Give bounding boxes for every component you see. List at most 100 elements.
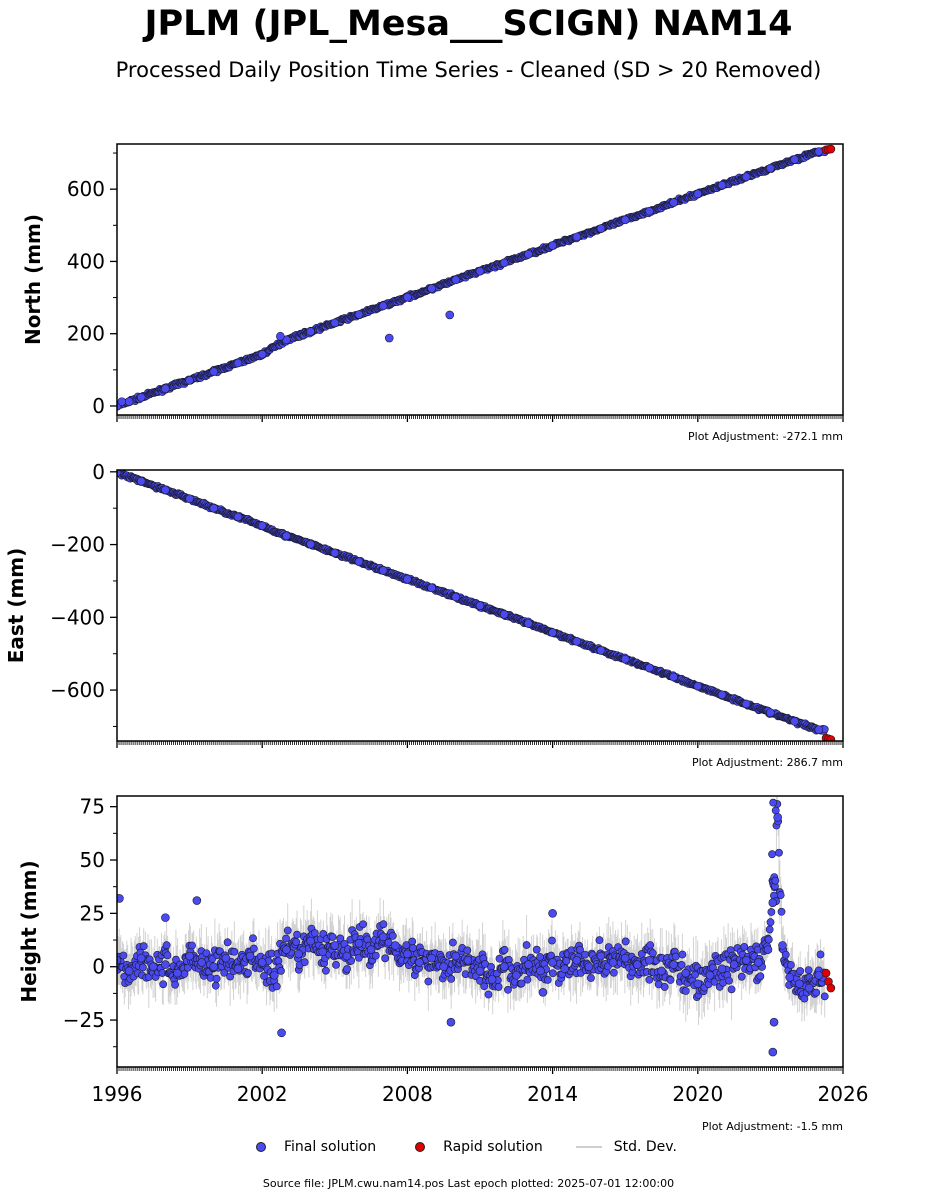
final-solution-point — [117, 894, 124, 903]
final-solution-point — [511, 970, 521, 980]
final-solution-point — [725, 976, 733, 985]
final-solution-point — [778, 941, 787, 950]
panel-height: −25 0 25 50 75 1996 2002 2008 2014 2020 2026 Height… — [17, 795, 868, 1133]
final-solution-point — [336, 934, 345, 943]
final-solution-point — [136, 953, 146, 963]
legend-final: Final solution — [250, 1139, 376, 1155]
final-solution-point — [211, 981, 220, 990]
final-solution-point — [197, 958, 206, 967]
final-solution-point — [765, 925, 774, 934]
x-tick-label: 2014 — [527, 1082, 578, 1106]
plot-adjustment-note: Plot Adjustment: -1.5 mm — [702, 1120, 843, 1133]
final-solution-point — [581, 950, 589, 959]
final-solution-point — [705, 970, 715, 980]
y-tick-label: 75 — [80, 795, 105, 819]
final-solution-point — [741, 172, 751, 182]
final-solution-point — [771, 876, 780, 885]
final-solution-point — [609, 968, 618, 977]
final-solution-point — [162, 941, 171, 950]
final-solution-point — [306, 539, 315, 549]
final-solution-point — [620, 654, 630, 664]
final-solution-point — [277, 1028, 286, 1038]
final-solution-point — [269, 970, 279, 980]
final-solution-point — [354, 938, 364, 948]
final-solution-point — [548, 958, 557, 967]
y-tick-label: 0 — [92, 460, 105, 484]
final-solution-point — [446, 1017, 456, 1027]
final-solution-point — [117, 470, 122, 477]
final-solution-point — [388, 931, 397, 940]
final-solution-point — [499, 962, 509, 972]
rapid-solution-marker — [415, 1142, 426, 1152]
final-solution-point — [403, 949, 412, 959]
legend-final-label: Final solution — [284, 1139, 377, 1155]
final-solution-point — [371, 951, 380, 960]
final-solution-point — [776, 891, 785, 899]
final-solution-point — [124, 397, 134, 406]
final-solution-point — [660, 983, 669, 991]
final-solution-point — [223, 938, 232, 947]
final-solution-point — [427, 583, 436, 593]
final-solution-point — [740, 942, 749, 951]
final-solution-point — [632, 960, 642, 969]
final-solution-point — [596, 224, 606, 233]
final-solution-point — [159, 980, 168, 989]
final-solution-point — [812, 988, 821, 997]
final-solution-point — [584, 962, 594, 972]
y-axis-label: North (mm) — [21, 214, 45, 345]
final-solution-point — [572, 232, 582, 242]
x-tick-label: 2008 — [382, 1082, 433, 1106]
final-solution-point — [209, 962, 219, 972]
final-solution-point — [523, 975, 532, 984]
final-solution-point — [451, 592, 461, 602]
final-solution-point — [330, 548, 340, 558]
final-solution-point — [657, 966, 666, 976]
final-solution-point — [415, 958, 424, 967]
legend-rapid: Rapid solution — [409, 1139, 543, 1155]
plot-area-east — [117, 470, 836, 741]
final-solution-point — [768, 1047, 778, 1057]
final-solution-point — [572, 956, 582, 965]
final-solution-point — [332, 961, 340, 969]
final-solution-point — [645, 956, 654, 965]
final-solution-point — [548, 969, 557, 978]
final-solution-point — [495, 954, 504, 963]
final-solution-point — [445, 310, 455, 320]
final-solution-point — [487, 975, 497, 984]
final-solution-point — [136, 476, 146, 486]
final-solution-point — [249, 934, 257, 943]
final-solution-point — [330, 941, 340, 950]
chart-title: JPLM (JPL_Mesa___SCIGN) NAM14 — [144, 4, 793, 44]
final-solution-point — [342, 951, 352, 961]
final-solution-point — [359, 920, 368, 929]
final-solution-point — [321, 966, 330, 975]
final-solution-point — [741, 956, 751, 965]
final-solution-point — [300, 958, 309, 967]
final-solution-point — [717, 180, 727, 190]
final-solution-point — [484, 990, 493, 999]
final-solution-point — [354, 557, 364, 566]
final-solution-point — [257, 349, 267, 359]
final-solution-point — [260, 972, 268, 980]
final-solution-point — [233, 512, 243, 522]
final-solution-point — [753, 958, 763, 967]
final-solution-point — [646, 941, 655, 950]
final-solution-point — [795, 979, 804, 989]
y-tick-label: −25 — [63, 1008, 105, 1032]
final-solution-point — [681, 987, 690, 995]
final-solution-point — [766, 708, 775, 717]
y-axis-label: Height (mm) — [17, 860, 41, 1002]
final-solution-point — [378, 932, 388, 942]
final-solution-point — [767, 908, 776, 916]
final-solution-point — [814, 147, 824, 156]
final-solution-point — [408, 937, 417, 946]
legend-std-label: Std. Dev. — [613, 1139, 677, 1155]
final-solution-point — [500, 945, 509, 954]
final-solution-point — [648, 949, 657, 958]
final-solution-point — [620, 215, 630, 225]
final-solution-point — [763, 945, 773, 954]
final-solution-point — [741, 699, 751, 709]
y-tick-label: 200 — [67, 322, 105, 346]
final-solution-point — [595, 936, 604, 945]
final-solution-point — [161, 384, 170, 393]
